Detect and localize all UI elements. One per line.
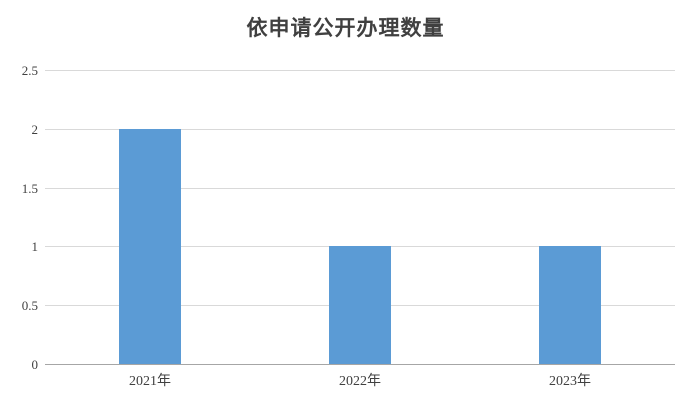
x-tick-label: 2023年 xyxy=(549,374,591,389)
bar-2022年 xyxy=(329,246,391,364)
y-tick-label: 1 xyxy=(31,239,39,255)
y-tick-label: 0 xyxy=(31,357,39,372)
y-tick-label: 0.5 xyxy=(21,298,38,314)
chart-title: 依申请公开办理数量 xyxy=(246,16,445,40)
x-tick-label: 2022年 xyxy=(339,374,381,389)
x-axis-line xyxy=(45,364,675,365)
plot-area xyxy=(45,70,675,365)
y-tick-label: 1.5 xyxy=(21,180,38,196)
x-tick-label: 2021年 xyxy=(129,374,171,389)
bar-2021年 xyxy=(119,128,181,364)
y-tick-label: 2.5 xyxy=(21,63,38,78)
gridline xyxy=(45,128,675,130)
gridline xyxy=(45,70,675,71)
bar-2023年 xyxy=(539,246,601,364)
y-tick-label: 2 xyxy=(31,121,39,137)
gridline xyxy=(45,187,675,189)
